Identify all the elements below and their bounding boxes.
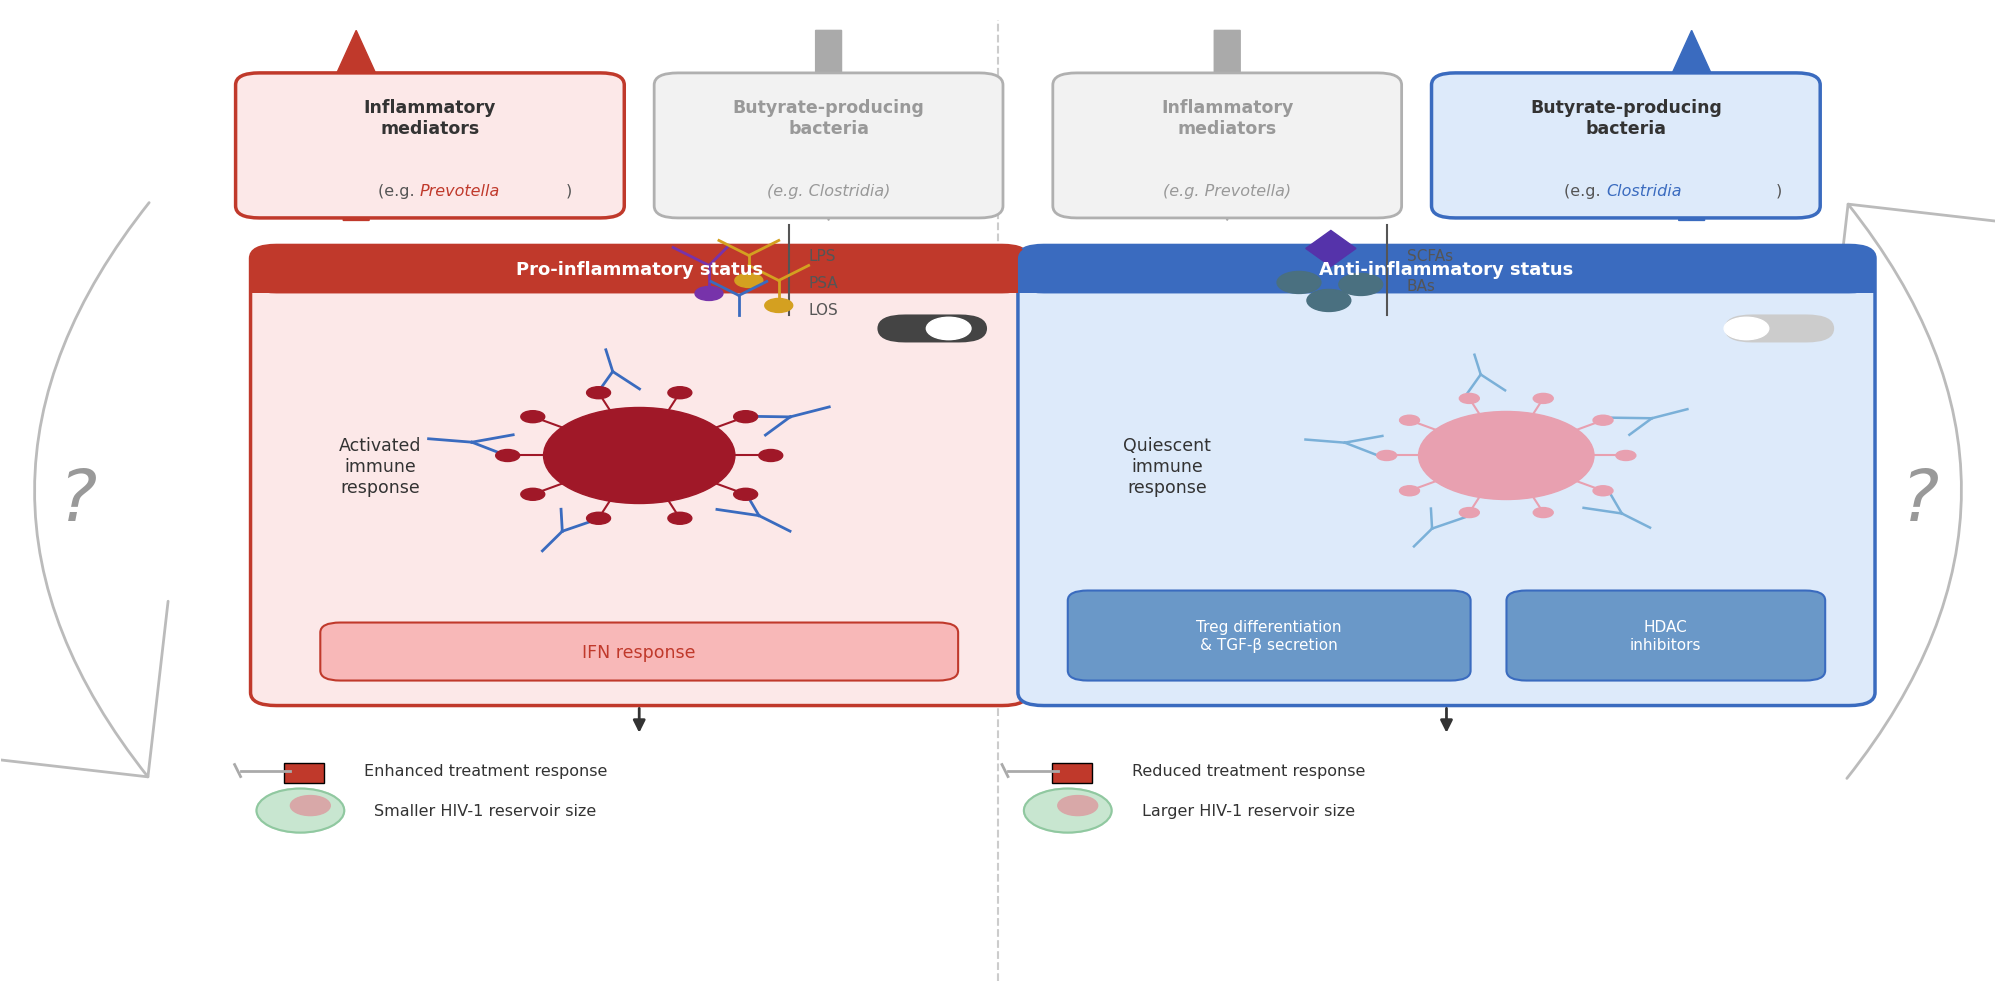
FancyBboxPatch shape (1507, 591, 1824, 681)
Circle shape (1533, 394, 1553, 404)
Text: Enhanced treatment response: Enhanced treatment response (363, 764, 607, 779)
Circle shape (289, 796, 329, 816)
Circle shape (1277, 273, 1321, 295)
FancyArrow shape (1667, 31, 1717, 221)
Circle shape (1339, 275, 1383, 297)
Text: Larger HIV-1 reservoir size: Larger HIV-1 reservoir size (1142, 804, 1355, 819)
FancyBboxPatch shape (1725, 316, 1834, 343)
FancyBboxPatch shape (319, 623, 958, 681)
FancyBboxPatch shape (655, 74, 1002, 218)
Circle shape (1593, 416, 1613, 426)
FancyBboxPatch shape (1052, 74, 1401, 218)
FancyBboxPatch shape (1068, 591, 1471, 681)
Circle shape (1593, 486, 1613, 496)
FancyBboxPatch shape (251, 246, 1028, 705)
Text: Treg differentiation
& TGF-β secretion: Treg differentiation & TGF-β secretion (1196, 619, 1341, 652)
FancyBboxPatch shape (1431, 74, 1820, 218)
Circle shape (1058, 796, 1098, 816)
FancyBboxPatch shape (251, 246, 1028, 295)
Text: (e.g. Clostridia): (e.g. Clostridia) (766, 183, 890, 198)
FancyBboxPatch shape (236, 74, 625, 218)
Circle shape (1459, 508, 1479, 518)
Circle shape (1617, 451, 1637, 461)
Circle shape (587, 388, 611, 400)
Circle shape (764, 300, 792, 314)
Text: ): ) (565, 183, 571, 198)
Text: Inflammatory
mediators: Inflammatory mediators (1162, 99, 1293, 137)
Circle shape (1533, 508, 1553, 518)
Circle shape (1399, 486, 1419, 496)
Circle shape (735, 275, 762, 289)
Text: (e.g.: (e.g. (1565, 183, 1607, 198)
Circle shape (695, 288, 723, 302)
Text: Pro-inflammatory status: Pro-inflammatory status (515, 262, 762, 280)
Text: HDAC
inhibitors: HDAC inhibitors (1631, 619, 1701, 652)
Circle shape (669, 388, 693, 400)
Text: Activated
immune
response: Activated immune response (339, 437, 421, 497)
Circle shape (521, 411, 545, 423)
Text: Butyrate-producing
bacteria: Butyrate-producing bacteria (733, 99, 924, 137)
FancyBboxPatch shape (878, 316, 988, 343)
Text: LOS: LOS (808, 303, 838, 318)
Circle shape (257, 789, 343, 833)
Text: Prevotella: Prevotella (419, 183, 501, 198)
FancyArrow shape (329, 31, 381, 221)
Text: BAs: BAs (1407, 279, 1435, 294)
Circle shape (1024, 789, 1112, 833)
Text: LPS: LPS (808, 248, 836, 264)
Text: Quiescent
immune
response: Quiescent immune response (1124, 437, 1212, 497)
Text: PSA: PSA (808, 276, 838, 291)
Text: Reduced treatment response: Reduced treatment response (1132, 764, 1365, 779)
Circle shape (1377, 451, 1397, 461)
Circle shape (1307, 291, 1351, 313)
Circle shape (735, 411, 758, 423)
FancyArrow shape (1202, 31, 1253, 221)
Text: Inflammatory
mediators: Inflammatory mediators (363, 99, 497, 137)
Circle shape (1419, 412, 1595, 500)
FancyArrowPatch shape (0, 203, 168, 778)
Polygon shape (1305, 231, 1355, 268)
Text: Clostridia: Clostridia (1607, 183, 1681, 198)
Circle shape (758, 450, 782, 462)
Circle shape (521, 489, 545, 501)
Circle shape (495, 450, 519, 462)
Text: (e.g. Prevotella): (e.g. Prevotella) (1164, 183, 1291, 198)
Text: Smaller HIV-1 reservoir size: Smaller HIV-1 reservoir size (373, 804, 597, 819)
FancyBboxPatch shape (1018, 246, 1874, 295)
FancyBboxPatch shape (283, 763, 323, 783)
Text: SCFAs: SCFAs (1407, 248, 1453, 264)
Text: Butyrate-producing
bacteria: Butyrate-producing bacteria (1529, 99, 1723, 137)
Text: IFN response: IFN response (583, 643, 697, 661)
FancyBboxPatch shape (1018, 246, 1874, 705)
Text: ): ) (1774, 183, 1782, 198)
Circle shape (587, 513, 611, 525)
Bar (1018, 271, 1874, 295)
Circle shape (1399, 416, 1419, 426)
Text: Anti-inflammatory status: Anti-inflammatory status (1319, 262, 1573, 280)
FancyArrow shape (802, 31, 854, 221)
Circle shape (669, 513, 693, 525)
Circle shape (1725, 318, 1768, 341)
Text: (e.g.: (e.g. (377, 183, 419, 198)
FancyArrowPatch shape (1828, 205, 1996, 779)
Text: ?: ? (58, 467, 96, 535)
FancyBboxPatch shape (1052, 763, 1092, 783)
Bar (251, 271, 1028, 295)
Text: ?: ? (1900, 467, 1938, 535)
Circle shape (1459, 394, 1479, 404)
Circle shape (735, 489, 758, 501)
Circle shape (543, 408, 735, 504)
Circle shape (926, 318, 970, 341)
